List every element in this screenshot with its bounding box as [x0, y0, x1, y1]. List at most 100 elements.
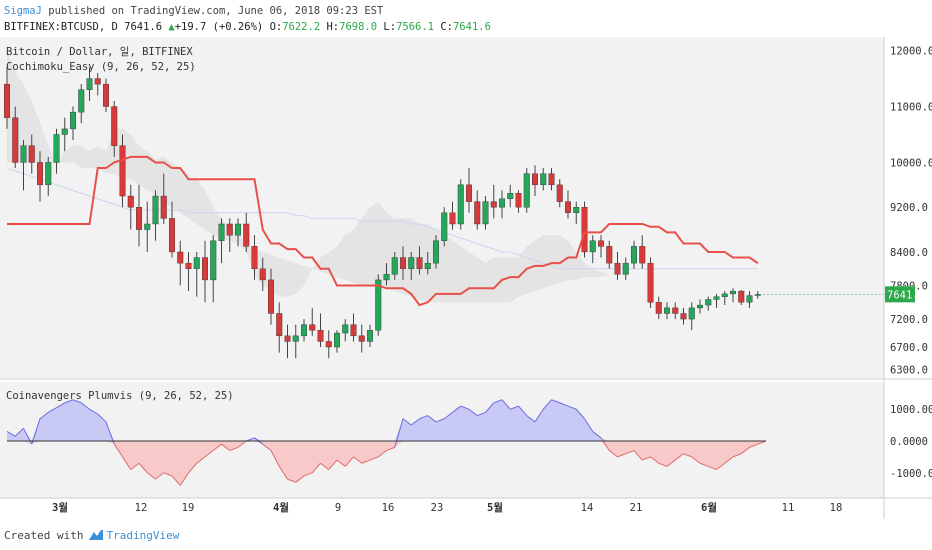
- osc-line-segment: [311, 462, 321, 474]
- chart-svg[interactable]: 12000.011000.010000.09200.08400.07800.07…: [0, 37, 932, 519]
- osc-line-segment: [468, 408, 478, 416]
- osc-line-segment: [262, 443, 272, 451]
- candle-body: [639, 246, 646, 264]
- candle-body: [284, 335, 291, 342]
- indicator-legend[interactable]: Cochimoku_Easy (9, 26, 52, 25): [6, 61, 196, 73]
- price-tick-label: 6700.0: [890, 342, 928, 354]
- candle-body: [614, 262, 621, 275]
- open-value: 7622.2: [282, 21, 321, 33]
- candle-body: [243, 223, 250, 247]
- osc-line-segment: [47, 407, 57, 413]
- osc-negative-area: [7, 441, 766, 486]
- tradingview-link[interactable]: TradingView: [106, 529, 180, 542]
- candle-body: [218, 223, 225, 241]
- osc-positive-area: [7, 399, 766, 441]
- osc-line-segment: [427, 415, 437, 423]
- osc-line-segment: [31, 418, 41, 445]
- candle-body: [647, 262, 654, 303]
- osc-line-segment: [699, 462, 709, 467]
- osc-line-segment: [89, 408, 99, 415]
- candle-body: [20, 145, 27, 163]
- chart-area[interactable]: 12000.011000.010000.09200.08400.07800.07…: [0, 37, 932, 519]
- osc-line-segment: [246, 437, 255, 442]
- candle-body: [457, 184, 464, 225]
- ohlc-line: BITFINEX:BTCUSD, D 7641.6 ▲+19.7 (+0.26%…: [4, 21, 491, 33]
- candle-body: [482, 201, 489, 225]
- osc-line-segment: [221, 443, 231, 451]
- osc-line-segment: [80, 402, 90, 410]
- osc-line-segment: [691, 456, 701, 464]
- osc-line-segment: [229, 446, 239, 451]
- osc-line-segment: [328, 459, 338, 470]
- candle-body: [53, 134, 60, 163]
- symbol-label[interactable]: BITFINEX:BTCUSD, D: [4, 21, 118, 33]
- osc-line-segment: [14, 427, 24, 437]
- candle-body: [177, 251, 184, 264]
- candle-body: [391, 257, 398, 275]
- candle-body: [127, 195, 134, 208]
- osc-line-segment: [204, 450, 214, 458]
- candle-body: [259, 268, 266, 281]
- osc-line-segment: [303, 472, 313, 477]
- candle-body: [185, 262, 192, 269]
- osc-line-segment: [344, 456, 354, 467]
- osc-line-segment: [122, 456, 132, 470]
- candle-body: [416, 257, 423, 269]
- osc-line-segment: [171, 475, 181, 486]
- candle-body: [515, 193, 522, 208]
- osc-line-segment: [105, 421, 115, 445]
- osc-line-segment: [386, 446, 395, 451]
- candle-body: [721, 293, 728, 297]
- candle-body: [102, 83, 109, 107]
- osc-legend[interactable]: Coinavengers Plumvis (9, 26, 52, 25): [6, 390, 234, 402]
- time-tick-label: 6월: [701, 501, 717, 514]
- osc-line-segment: [237, 440, 247, 448]
- close-value: 7641.6: [452, 21, 491, 33]
- osc-line-segment: [64, 399, 74, 404]
- osc-line-segment: [584, 418, 594, 432]
- candle-body: [433, 240, 440, 264]
- footer: Created with TradingView: [0, 519, 932, 550]
- candle-body: [631, 246, 638, 264]
- osc-line-segment: [72, 399, 82, 404]
- time-tick-label: 18: [830, 502, 843, 514]
- candle-body: [680, 313, 687, 320]
- main-legend-title[interactable]: Bitcoin / Dollar, 일, BITFINEX: [6, 45, 193, 58]
- osc-line-segment: [708, 465, 717, 471]
- osc-line-segment: [501, 399, 511, 410]
- time-tick-label: 12: [135, 502, 148, 514]
- last-price-tag: [885, 286, 915, 303]
- candle-body: [754, 294, 761, 296]
- candle-body: [598, 240, 605, 247]
- candle-body: [135, 207, 142, 230]
- candle-body: [45, 162, 52, 186]
- osc-line-segment: [163, 472, 173, 477]
- candle-body: [12, 117, 19, 163]
- osc-line-segment: [658, 462, 668, 467]
- candle-body: [226, 223, 233, 236]
- price-tick-label: 7200.0: [890, 314, 928, 326]
- osc-line-segment: [740, 446, 750, 455]
- time-tick-label: 21: [630, 502, 643, 514]
- candle-body: [705, 299, 712, 306]
- candle-body: [713, 296, 720, 300]
- kijun-line: [7, 155, 759, 307]
- osc-line-segment: [270, 450, 280, 467]
- time-tick-label: 14: [581, 502, 594, 514]
- osc-tick-label: -1000.0000: [890, 468, 932, 480]
- osc-line-segment: [196, 456, 206, 464]
- osc-line-segment: [633, 450, 643, 461]
- osc-tick-label: 1000.0000: [890, 404, 932, 416]
- candle-body: [383, 274, 390, 281]
- author-link[interactable]: SigmaJ: [4, 5, 42, 17]
- osc-line-segment: [361, 459, 371, 464]
- osc-line-segment: [353, 456, 363, 464]
- osc-line-segment: [452, 405, 462, 413]
- candle-body: [317, 330, 324, 342]
- high-value: 7698.0: [339, 21, 378, 33]
- osc-line-segment: [212, 443, 222, 451]
- candle-body: [301, 324, 308, 337]
- price-tick-label: 12000.0: [890, 46, 932, 58]
- candle-body: [152, 195, 159, 225]
- osc-line-segment: [567, 405, 577, 410]
